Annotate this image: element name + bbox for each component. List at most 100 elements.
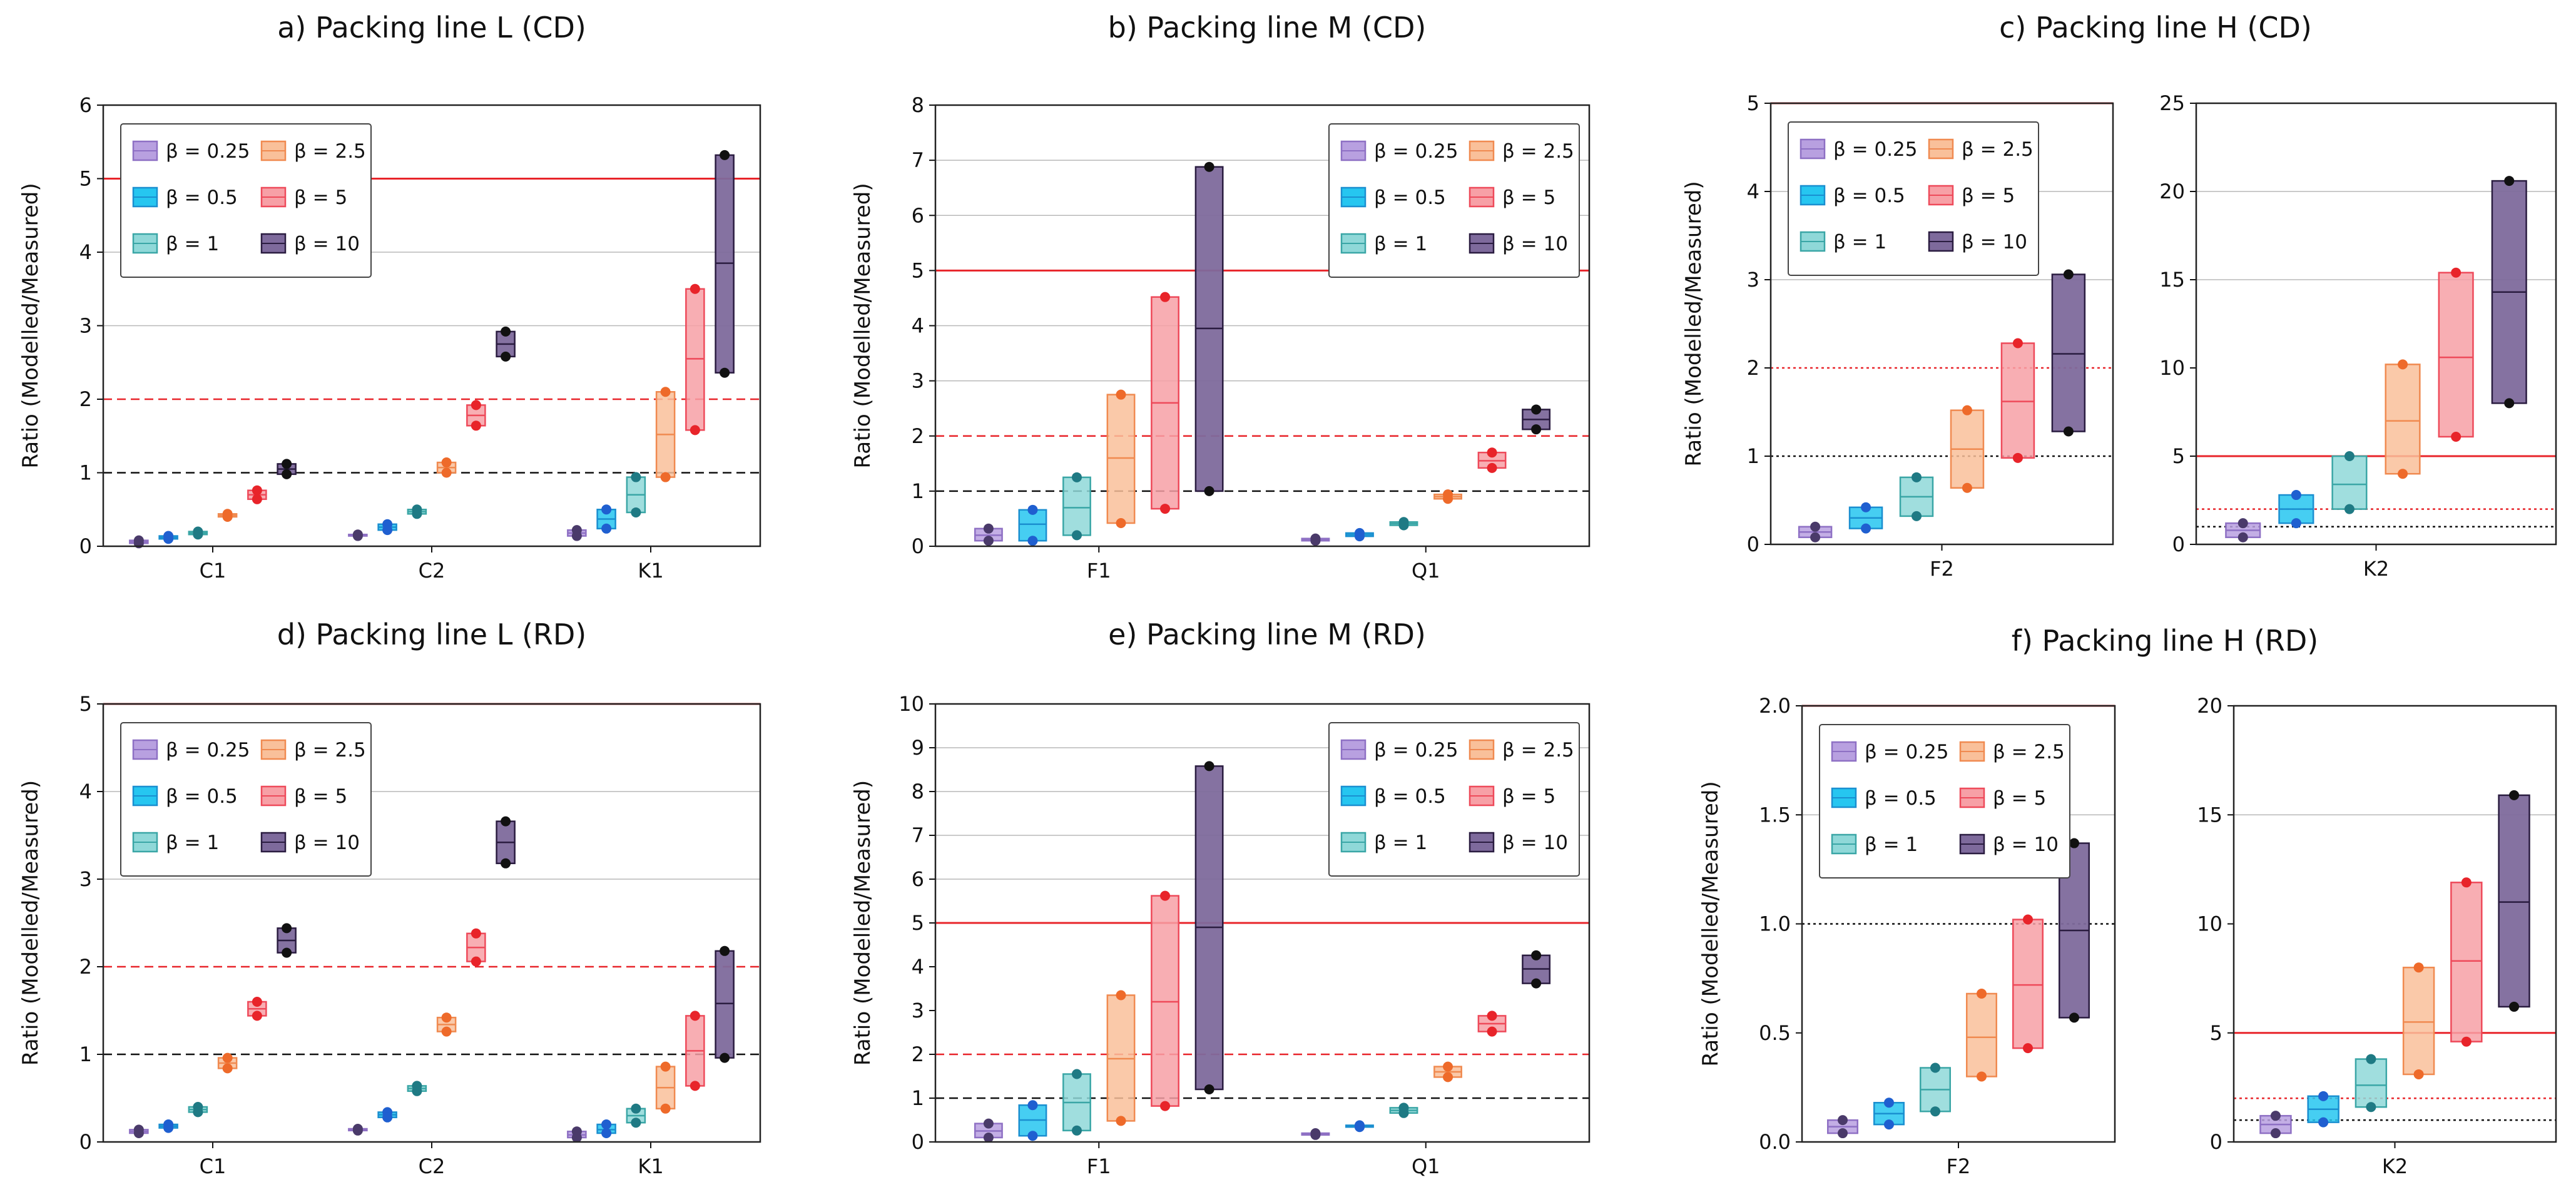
data-point-max — [1912, 472, 1922, 482]
legend-label: β = 10 — [1962, 231, 2027, 253]
y-tick-label: 2 — [912, 1042, 924, 1066]
legend-label: β = 1 — [166, 832, 219, 854]
data-point-min — [1443, 1072, 1453, 1082]
box-k1-beta-6 — [715, 150, 735, 378]
data-point-min — [163, 534, 174, 544]
plot-frame — [102, 104, 761, 548]
box-f1-beta-5 — [1151, 890, 1179, 1111]
data-point-min — [412, 509, 422, 519]
box-f1-beta-2 — [1018, 1100, 1047, 1141]
legend-label: β = 2.5 — [1993, 741, 2065, 763]
box-k2-beta-4 — [2385, 359, 2421, 479]
data-point-max — [983, 1118, 994, 1129]
box-c2-beta-5 — [466, 400, 486, 431]
data-point-max — [2461, 877, 2472, 888]
data-point-min — [1027, 1131, 1038, 1141]
box-f1-beta-5 — [1151, 292, 1179, 514]
data-point-min — [1398, 1108, 1409, 1118]
box-q1-beta-3 — [1389, 1103, 1418, 1118]
legend-label: β = 0.25 — [166, 739, 250, 761]
data-point-min — [2366, 1102, 2376, 1113]
box-f2-beta-5 — [2000, 338, 2035, 463]
x-tick-label: F2 — [1930, 557, 1954, 581]
y-tick-label: 2 — [1747, 356, 1759, 380]
box-c1-beta-5 — [247, 485, 267, 504]
box-q1-beta-6 — [1522, 950, 1551, 989]
data-point-min — [252, 1011, 262, 1021]
subplot: 0 5 10 15 20 25 K2 — [2159, 91, 2557, 581]
y-tick-label: 10 — [2197, 912, 2222, 936]
data-point-min — [1912, 511, 1922, 521]
y-tick-label: 5 — [2172, 444, 2185, 468]
data-point-max — [1884, 1098, 1894, 1108]
data-point-max — [660, 1061, 671, 1072]
data-point-max — [2509, 790, 2520, 800]
data-point-max — [501, 326, 511, 337]
box-k2-beta-5 — [2450, 877, 2483, 1047]
data-point-max — [1487, 1011, 1497, 1021]
y-tick-label: 3 — [912, 999, 924, 1022]
legend-label: β = 1 — [166, 233, 219, 255]
data-point-max — [2291, 490, 2301, 501]
y-tick-label: 2.0 — [1759, 694, 1791, 718]
y-tick-label: 1.0 — [1759, 912, 1791, 936]
data-point-min — [2451, 431, 2461, 442]
data-point-min — [631, 507, 641, 517]
box-k1-beta-2 — [596, 1119, 616, 1138]
legend-label: β = 0.5 — [1833, 185, 1905, 207]
data-point-max — [252, 485, 262, 496]
data-point-min — [352, 531, 363, 541]
data-point-max — [720, 150, 730, 160]
box-k2-beta-1 — [2225, 518, 2261, 542]
data-point-max — [2270, 1111, 2281, 1121]
box-c2-beta-1 — [348, 529, 368, 541]
legend-label: β = 1 — [1374, 233, 1427, 255]
data-point-max — [690, 283, 700, 294]
legend-label: β = 1 — [1374, 832, 1427, 854]
box-c1-beta-2 — [158, 1119, 178, 1133]
y-tick-label: 20 — [2197, 694, 2222, 718]
box-c1-beta-6 — [277, 923, 297, 958]
box-c2-beta-2 — [377, 1107, 397, 1123]
chart-title: d) Packing line L (RD) — [277, 618, 586, 651]
plot-frame — [934, 703, 1591, 1143]
y-tick-label: 5 — [912, 258, 924, 282]
box-f1-beta-1 — [974, 1118, 1003, 1143]
box-rect — [2000, 342, 2035, 459]
y-tick-label: 4 — [1747, 180, 1759, 203]
legend-label: β = 0.5 — [166, 186, 238, 209]
y-tick-label: 25 — [2159, 91, 2185, 115]
legend-label: β = 0.5 — [166, 785, 238, 808]
box-q1-beta-1 — [1301, 533, 1330, 546]
y-tick-label: 3 — [79, 867, 92, 891]
box-c1-beta-6 — [277, 459, 297, 479]
data-point-max — [441, 1012, 452, 1023]
data-point-min — [2398, 469, 2408, 479]
plot-frame — [2232, 705, 2557, 1143]
y-tick-label: 1 — [912, 479, 924, 503]
data-point-max — [282, 923, 292, 934]
box-f2-beta-2 — [1873, 1098, 1905, 1130]
box-k1-beta-3 — [626, 1103, 646, 1128]
y-axis-label: Ratio (Modelled/Measured) — [18, 780, 43, 1066]
data-point-max — [1977, 989, 1987, 999]
legend-frame — [1328, 123, 1580, 278]
box-rect — [1151, 895, 1179, 1107]
box-f2-beta-3 — [1899, 472, 1934, 521]
legend-label: β = 10 — [1502, 233, 1568, 255]
y-tick-label: 0.5 — [1759, 1021, 1791, 1045]
y-tick-label: 2 — [912, 424, 924, 448]
data-point-min — [1071, 530, 1082, 541]
subplot: 0.0 0.5 1.0 1.5 2.0 F2 Ratio (Modelled/Measure… — [1698, 694, 2116, 1178]
data-point-min — [1354, 531, 1365, 542]
data-point-min — [601, 1128, 612, 1138]
data-point-max — [1160, 292, 1171, 302]
x-tick-label: K1 — [638, 559, 663, 583]
y-tick-label: 20 — [2159, 180, 2185, 203]
data-point-min — [631, 1118, 641, 1128]
data-point-max — [2237, 518, 2248, 529]
y-tick-label: 7 — [912, 823, 924, 847]
data-point-min — [601, 523, 612, 534]
legend-frame — [120, 123, 372, 278]
legend-label: β = 5 — [294, 785, 347, 808]
